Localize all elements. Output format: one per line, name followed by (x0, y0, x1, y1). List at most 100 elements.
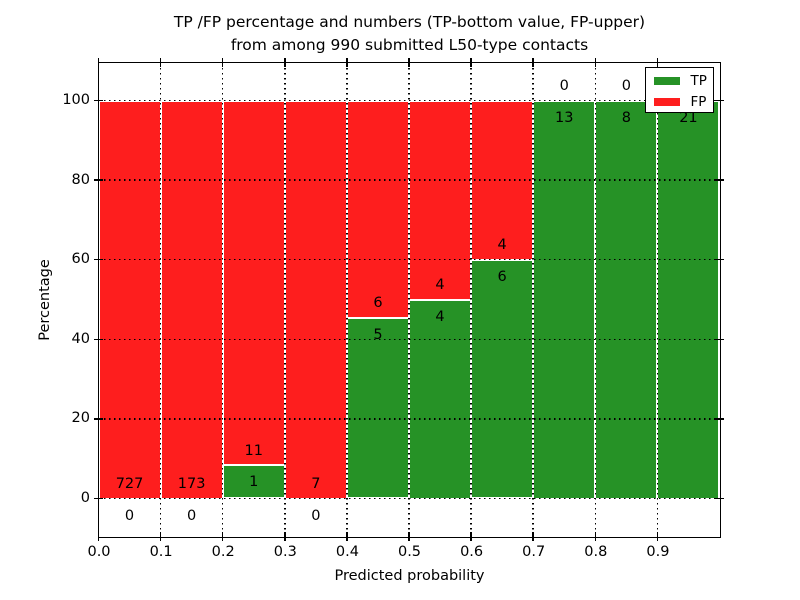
fp-count-label: 0 (621, 78, 631, 95)
fp-count-label: 727 (115, 476, 144, 493)
x-tick-label: 0.5 (397, 544, 422, 560)
tp-bar-segment (595, 100, 658, 499)
tp-count-label: 21 (679, 109, 698, 126)
vertical-gridline (408, 62, 410, 537)
x-tick-label: 0.2 (211, 544, 235, 560)
fp-count-label: 4 (497, 237, 507, 254)
y-tick-label: 80 (71, 171, 90, 188)
fp-count-label: 4 (435, 277, 445, 294)
legend-swatch-tp (653, 77, 680, 85)
x-tick-mark-top (284, 58, 286, 67)
x-tick-mark-bottom (656, 532, 659, 541)
horizontal-gridline (98, 99, 720, 102)
x-tick-mark-bottom (470, 532, 472, 541)
vertical-gridline (346, 62, 348, 537)
chart-title-line2: from among 990 submitted L50-type contac… (230, 35, 589, 54)
y-tick-mark-right (715, 418, 724, 420)
tp-count-label: 13 (555, 109, 574, 126)
horizontal-gridline (98, 497, 720, 500)
fp-count-label: 6 (373, 295, 383, 312)
x-tick-label: 0.8 (584, 544, 608, 560)
fp-count-label: 0 (559, 78, 569, 95)
x-tick-mark-bottom (284, 532, 286, 541)
tp-count-label: 8 (621, 109, 631, 126)
fp-bar-segment (160, 100, 223, 499)
x-tick-mark-top (532, 58, 534, 67)
x-tick-label: 0.0 (87, 544, 111, 560)
legend-item-fp: FP (653, 94, 707, 110)
horizontal-gridline (98, 418, 720, 420)
x-tick-mark-top (97, 58, 100, 67)
legend-label: FP (690, 94, 707, 110)
x-tick-mark-top (221, 58, 224, 67)
x-tick-mark-bottom (594, 532, 597, 541)
vertical-gridline (284, 62, 286, 537)
x-tick-mark-top (594, 58, 597, 67)
x-tick-label: 0.7 (522, 544, 546, 560)
tp-count-label: 1 (249, 474, 259, 491)
fp-count-label: 7 (311, 476, 321, 493)
y-tick-mark-right (715, 497, 724, 500)
x-tick-label: 0.4 (335, 544, 359, 560)
x-tick-mark-top (656, 58, 659, 67)
tp-count-label: 4 (435, 308, 445, 325)
y-tick-label: 0 (80, 490, 90, 506)
y-tick-label: 60 (71, 251, 90, 268)
vertical-gridline (470, 62, 472, 537)
y-tick-label: 100 (62, 92, 90, 108)
y-axis-label: Percentage (37, 259, 53, 341)
fp-bar-segment (98, 100, 161, 499)
tp-count-label: 6 (497, 268, 507, 285)
y-tick-mark-left (94, 99, 103, 102)
x-tick-mark-bottom (408, 532, 410, 541)
horizontal-gridline (98, 338, 720, 341)
y-tick-mark-left (94, 258, 103, 261)
y-tick-mark-left (94, 338, 103, 341)
fp-count-label: 173 (177, 476, 206, 493)
fp-bar-segment (346, 100, 409, 318)
vertical-gridline (221, 62, 224, 537)
y-tick-mark-right (715, 338, 724, 341)
y-tick-mark-right (715, 99, 724, 102)
x-tick-mark-bottom (159, 532, 162, 541)
vertical-gridline (159, 62, 162, 537)
tp-count-label: 5 (373, 326, 383, 343)
x-tick-mark-bottom (221, 532, 224, 541)
chart-title: TP /FP percentage and numbers (TP-bottom… (99, 11, 720, 56)
y-tick-mark-left (94, 179, 103, 181)
x-tick-mark-top (346, 58, 348, 67)
x-tick-mark-bottom (346, 532, 348, 541)
legend-item-tp: TP (653, 73, 707, 89)
tp-count-label: 0 (311, 507, 321, 524)
x-axis-label: Predicted probability (334, 568, 485, 584)
chart-title-line1: TP /FP percentage and numbers (TP-bottom… (173, 13, 646, 31)
tp-bar-segment (471, 259, 534, 499)
y-tick-mark-left (94, 418, 103, 420)
x-tick-mark-top (408, 58, 410, 67)
x-tick-mark-bottom (97, 532, 100, 541)
tp-count-label: 0 (187, 507, 197, 524)
tp-bar-segment (222, 465, 285, 499)
legend-label: TP (690, 73, 707, 89)
fp-bar-segment (222, 100, 285, 466)
tp-bar-segment (346, 317, 409, 499)
horizontal-gridline (98, 258, 720, 261)
y-tick-mark-left (94, 497, 103, 500)
fp-bar-segment (284, 100, 347, 499)
tp-bar-segment (409, 299, 472, 499)
x-tick-label: 0.9 (646, 544, 670, 560)
x-tick-label: 0.6 (460, 544, 484, 560)
x-tick-mark-top (470, 58, 472, 67)
y-tick-mark-right (715, 179, 724, 181)
tp-count-label: 0 (124, 507, 135, 524)
legend-swatch-fp (653, 98, 680, 106)
legend: TP FP (644, 66, 714, 113)
fp-count-label: 11 (244, 443, 263, 459)
vertical-gridline (594, 62, 597, 537)
x-tick-mark-top (159, 58, 162, 67)
x-tick-label: 0.1 (149, 544, 173, 560)
x-tick-mark-bottom (532, 532, 534, 541)
tp-bar-segment (533, 100, 596, 499)
